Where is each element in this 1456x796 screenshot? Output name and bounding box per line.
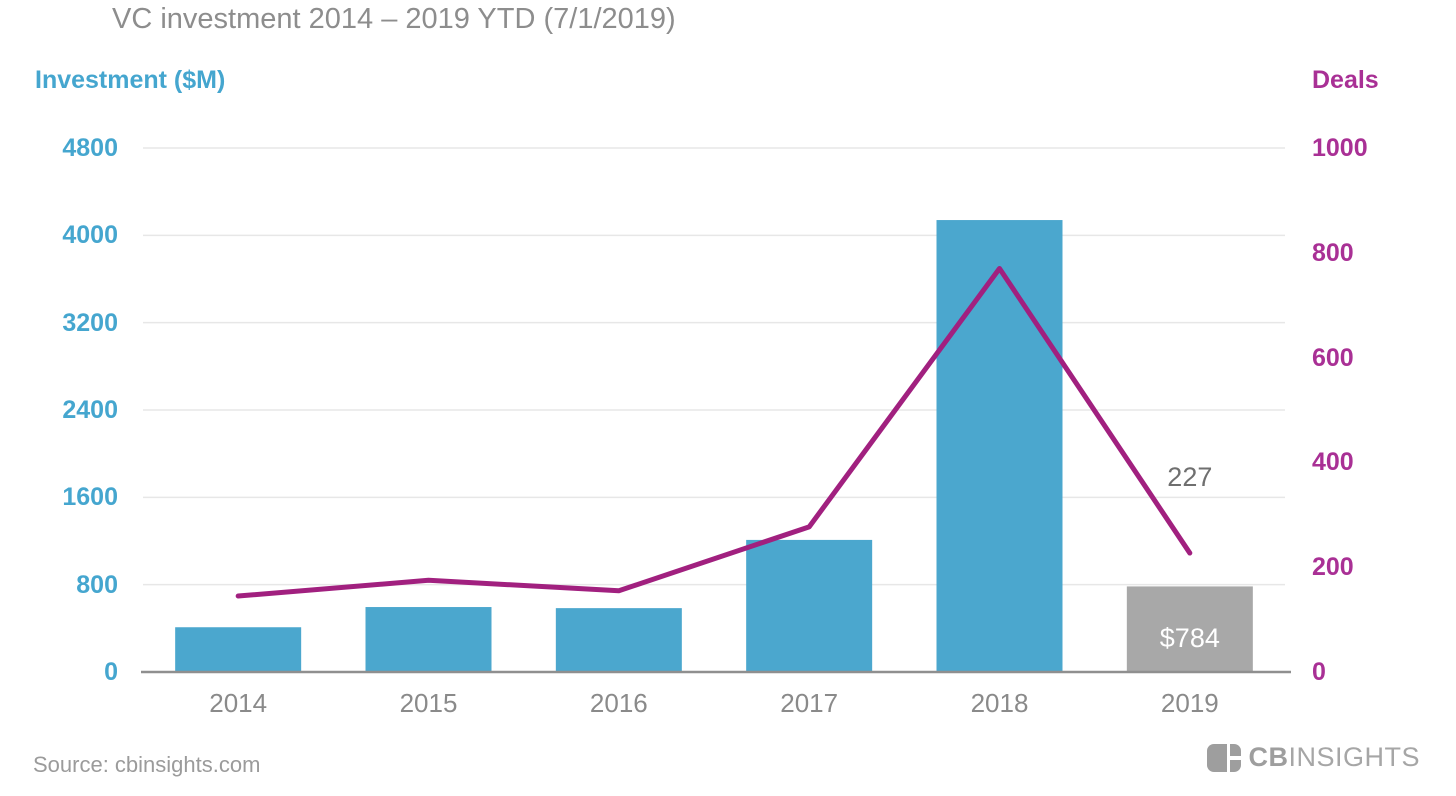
bar-2018 — [936, 220, 1063, 673]
logo-text: CBINSIGHTS — [1248, 742, 1420, 773]
left-axis-label: Investment ($M) — [35, 66, 226, 94]
logo-icon-top-right-block — [1230, 743, 1242, 756]
cbinsights-logo: CBINSIGHTS — [1207, 742, 1420, 773]
bar-2017 — [746, 539, 873, 672]
deals-line — [235, 266, 1193, 599]
bar-2014 — [175, 627, 302, 672]
logo-text-cb: CB — [1248, 742, 1289, 772]
bar-2016 — [555, 608, 682, 672]
source-text: Source: cbinsights.com — [33, 752, 261, 777]
logo-text-insights: INSIGHTS — [1288, 742, 1420, 772]
cbinsights-logo-icon — [1207, 743, 1242, 772]
logo-icon-left-block — [1207, 743, 1228, 772]
logo-icon-bottom-right-block — [1230, 759, 1242, 772]
chart-title: VC investment 2014 – 2019 YTD (7/1/2019) — [112, 3, 676, 35]
bar-2019 — [1126, 586, 1253, 672]
right-axis-label: Deals — [1312, 66, 1379, 94]
bar-2015 — [365, 607, 492, 672]
